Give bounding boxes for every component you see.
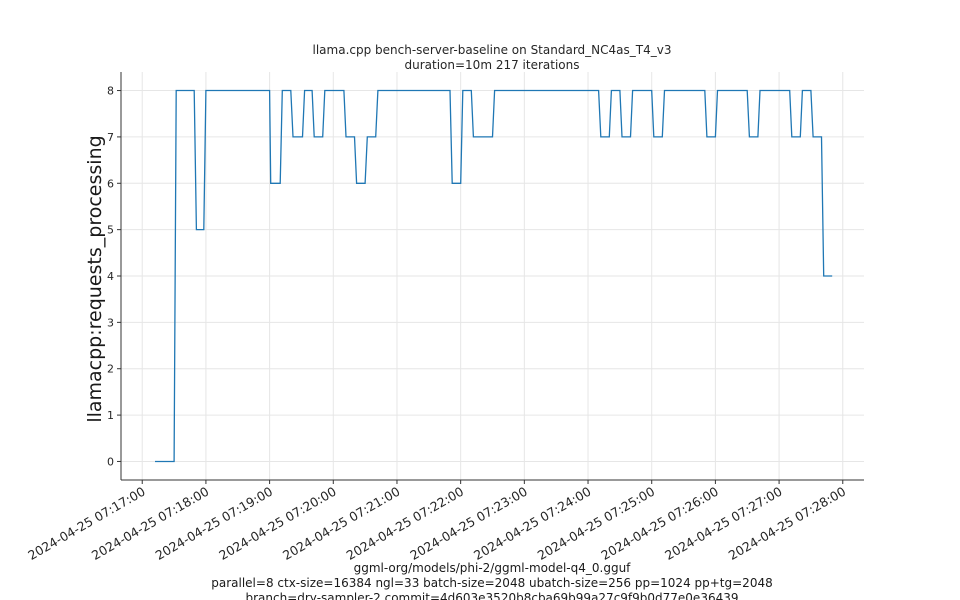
axes	[117, 72, 864, 484]
x-axis-caption-line-2: parallel=8 ctx-size=16384 ngl=33 batch-s…	[211, 576, 772, 590]
y-tick-label: 2	[107, 363, 114, 376]
x-tick-label: 2024-04-25 07:20:00	[216, 484, 339, 563]
y-tick-label: 3	[107, 316, 114, 329]
x-tick-label: 2024-04-25 07:18:00	[89, 484, 212, 563]
y-tick-label: 0	[107, 455, 114, 468]
x-axis-caption-line-1: ggml-org/models/phi-2/ggml-model-q4_0.gg…	[354, 561, 632, 575]
x-tick-label: 2024-04-25 07:22:00	[344, 484, 467, 563]
series-group	[155, 89, 833, 463]
chart-title: llama.cpp bench-server-baseline on Stand…	[313, 43, 672, 57]
x-tick-label: 2024-04-25 07:28:00	[726, 484, 849, 563]
x-tick-label: 2024-04-25 07:17:00	[25, 484, 148, 563]
y-tick-label: 6	[107, 177, 114, 190]
y-tick-label: 1	[107, 409, 114, 422]
x-tick-label: 2024-04-25 07:19:00	[153, 484, 276, 563]
x-tick-label: 2024-04-25 07:23:00	[407, 484, 530, 563]
y-tick-label: 5	[107, 224, 114, 237]
chart-subtitle: duration=10m 217 iterations	[405, 58, 580, 72]
y-tick-label: 7	[107, 131, 114, 144]
x-tick-label: 2024-04-25 07:24:00	[471, 484, 594, 563]
x-axis-caption-line-3: branch=dry-sampler-2 commit=4d603e3520b8…	[245, 591, 738, 600]
x-tick-label: 2024-04-25 07:26:00	[598, 484, 721, 563]
y-axis-label: llamacpp:requests_processing	[84, 135, 106, 422]
y-tick-label: 4	[107, 270, 114, 283]
y-tick-labels: 0 1 2 3 4 5 6 7 8	[107, 85, 114, 469]
x-tick-label: 2024-04-25 07:21:00	[280, 484, 403, 563]
y-tick-label: 8	[107, 85, 114, 98]
x-axis-caption: ggml-org/models/phi-2/ggml-model-q4_0.gg…	[211, 561, 772, 600]
series-line	[155, 89, 833, 463]
chart-title-group: llama.cpp bench-server-baseline on Stand…	[313, 43, 672, 72]
x-tick-label: 2024-04-25 07:25:00	[535, 484, 658, 563]
x-tick-label: 2024-04-25 07:27:00	[662, 484, 785, 563]
